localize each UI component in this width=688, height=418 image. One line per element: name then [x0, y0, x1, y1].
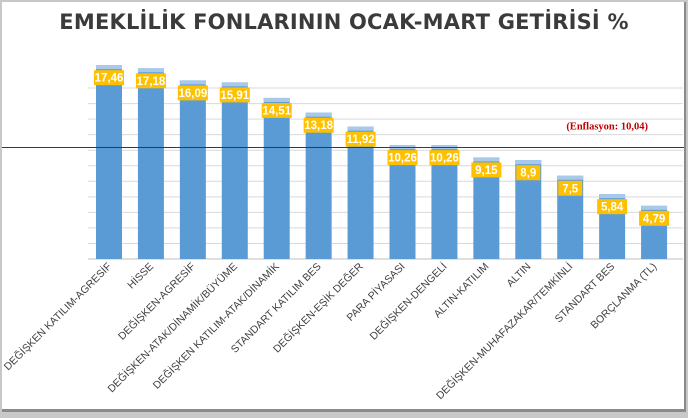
category-tick-label: ALTIN	[504, 261, 533, 290]
category-tick-label: DEĞİŞKEN-AGRESİF	[115, 260, 198, 343]
bar-cap	[263, 97, 290, 102]
data-label: 11,92	[346, 134, 374, 146]
bar	[137, 68, 164, 259]
data-label: 17,18	[137, 76, 166, 88]
data-label-box	[639, 210, 670, 226]
data-label-box	[429, 150, 460, 166]
data-label-box	[387, 150, 418, 166]
data-label-box	[558, 180, 583, 196]
data-label: 14,51	[262, 105, 291, 117]
bar	[305, 112, 332, 260]
data-label-box	[597, 199, 628, 215]
data-label: 16,09	[178, 88, 207, 100]
chart-title: EMEKLİLİK FONLARININ OCAK-MART GETİRİSİ …	[59, 10, 629, 34]
data-label-box	[345, 131, 376, 147]
bar-cap	[473, 157, 500, 162]
data-label: 4,79	[643, 213, 665, 225]
bar-cap	[599, 194, 626, 199]
data-label: 15,91	[220, 90, 249, 102]
category-tick-label: DEĞİŞKEN KATILIM-AGRESİF	[1, 260, 114, 373]
data-label: 5,84	[601, 202, 624, 214]
bar-cap	[347, 126, 374, 131]
bar	[263, 97, 290, 260]
bar-cap	[137, 68, 164, 73]
data-label-box	[261, 102, 292, 118]
data-label: 17,46	[95, 73, 124, 85]
data-label-box	[177, 85, 208, 101]
bar-cap	[641, 205, 668, 210]
bar-cap	[557, 175, 584, 180]
bar	[179, 80, 206, 259]
data-label: 10,26	[388, 153, 417, 165]
data-label-box	[94, 70, 124, 86]
data-label-box	[516, 165, 541, 181]
data-label: 7,5	[562, 183, 579, 195]
data-label: 10,26	[430, 153, 459, 165]
bar-cap	[96, 65, 122, 70]
bar-cap	[515, 160, 542, 165]
bar-cap	[179, 80, 206, 85]
category-tick-label: DEĞİŞKEN-DENGELİ	[367, 260, 450, 343]
data-label: 8,9	[520, 168, 536, 180]
data-label-box	[135, 73, 166, 89]
bar	[96, 65, 122, 259]
data-label-box	[219, 87, 250, 103]
category-tick-label: HİSSE	[125, 260, 156, 291]
bar	[221, 82, 248, 259]
inflation-annotation: (Enflasyon: 10,04)	[566, 122, 648, 133]
data-label: 13,18	[304, 120, 333, 132]
data-label: 9,15	[475, 165, 498, 177]
data-label-box	[471, 162, 502, 178]
data-label-box	[303, 117, 334, 133]
bar-cap	[305, 112, 332, 117]
bar	[347, 126, 374, 259]
bar-cap	[221, 82, 248, 87]
